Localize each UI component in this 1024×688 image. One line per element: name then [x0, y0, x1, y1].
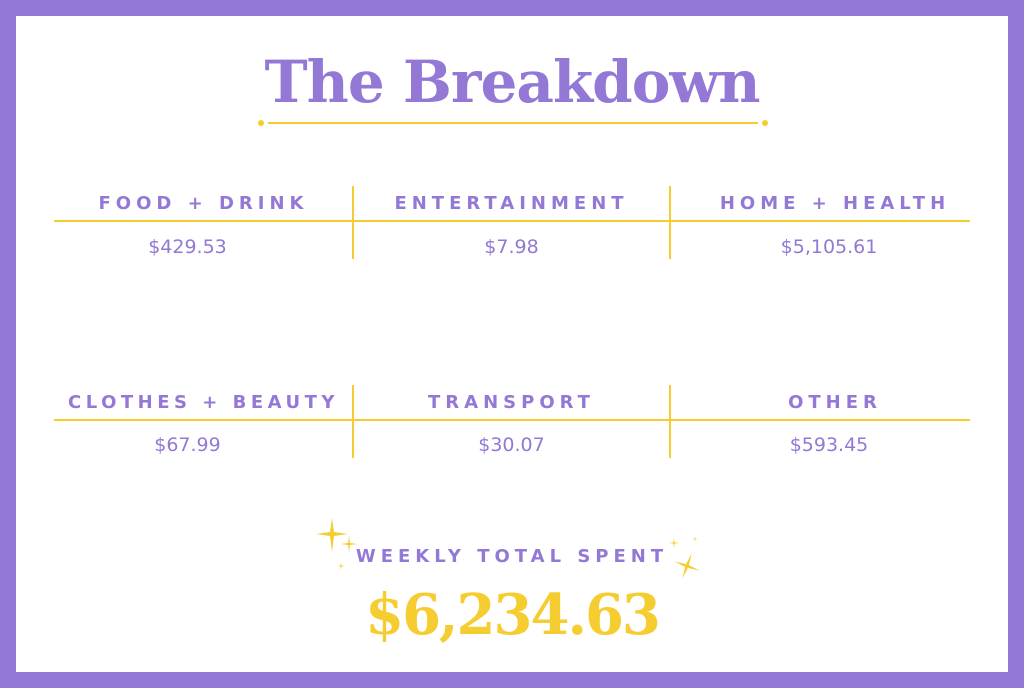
total-value: $6,234.63 — [365, 582, 661, 648]
category-label: HOME + HEALTH — [719, 193, 951, 214]
category-label: TRANSPORT — [428, 392, 595, 413]
category-label: FOOD + DRINK — [98, 193, 309, 214]
category-label: CLOTHES + BEAUTY — [68, 392, 339, 413]
sparkle-icon — [341, 536, 357, 552]
category-label: ENTERTAINMENT — [394, 193, 629, 214]
category-label: OTHER — [788, 392, 882, 413]
card — [16, 16, 1008, 672]
row-divider — [54, 419, 970, 421]
underline-dot-right — [762, 120, 768, 126]
total-label: WEEKLY TOTAL SPENT — [355, 546, 669, 567]
sparkle-icon — [674, 553, 700, 579]
column-divider — [669, 385, 671, 458]
column-divider — [352, 385, 354, 458]
category-value: $30.07 — [478, 434, 545, 456]
category-value: $429.53 — [148, 236, 227, 258]
category-value: $5,105.61 — [780, 236, 878, 258]
sparkle-icon — [669, 538, 679, 548]
category-value: $593.45 — [789, 434, 869, 456]
sparkle-icon — [337, 562, 345, 570]
category-value: $7.98 — [484, 236, 539, 258]
row-divider — [54, 220, 970, 222]
sparkle-icon — [692, 536, 698, 542]
underline-dot-left — [258, 120, 264, 126]
page-title: The Breakdown — [264, 48, 760, 116]
category-value: $67.99 — [154, 434, 221, 456]
sparkle-icon — [316, 518, 348, 552]
column-divider — [352, 186, 354, 259]
column-divider — [669, 186, 671, 259]
title-underline — [268, 122, 758, 124]
